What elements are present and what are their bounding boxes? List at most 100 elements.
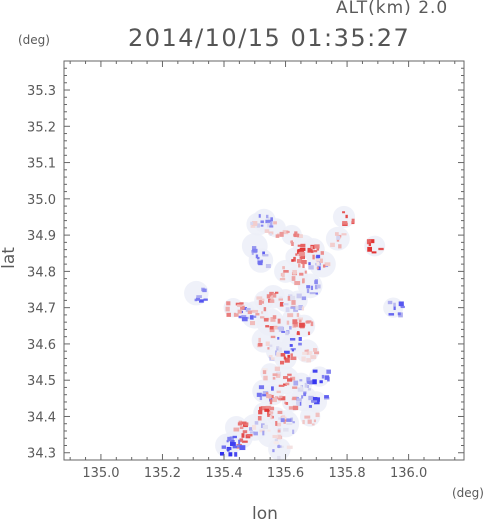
data-point bbox=[270, 317, 276, 322]
data-point bbox=[269, 296, 273, 300]
data-point bbox=[293, 233, 296, 237]
data-point bbox=[302, 263, 305, 269]
data-point bbox=[286, 320, 290, 325]
data-point bbox=[297, 317, 303, 321]
data-point bbox=[281, 272, 285, 278]
data-point bbox=[252, 309, 259, 313]
data-point bbox=[267, 222, 271, 228]
data-point bbox=[366, 239, 372, 244]
data-point bbox=[304, 382, 308, 388]
data-point bbox=[259, 406, 263, 412]
data-point bbox=[387, 300, 393, 305]
data-point bbox=[292, 429, 295, 435]
data-point bbox=[291, 349, 295, 352]
data-point bbox=[226, 312, 231, 317]
data-point bbox=[282, 303, 289, 306]
data-point bbox=[262, 430, 265, 436]
data-point bbox=[298, 342, 302, 346]
y-tick-label: 35.3 bbox=[27, 84, 56, 99]
data-point bbox=[272, 377, 276, 380]
data-point bbox=[284, 357, 290, 363]
data-point bbox=[299, 379, 303, 382]
data-point bbox=[232, 445, 238, 449]
data-point bbox=[351, 218, 355, 224]
data-point bbox=[261, 311, 264, 314]
data-point bbox=[321, 374, 325, 379]
data-point bbox=[341, 233, 347, 236]
data-point bbox=[252, 248, 258, 253]
data-point bbox=[269, 291, 274, 296]
data-point bbox=[235, 302, 240, 306]
background-echo bbox=[332, 205, 356, 229]
data-point bbox=[273, 326, 279, 330]
data-point bbox=[234, 452, 238, 457]
data-point bbox=[272, 315, 277, 319]
data-point bbox=[239, 302, 244, 305]
data-point bbox=[274, 291, 279, 294]
data-point bbox=[283, 383, 287, 386]
data-point bbox=[278, 347, 282, 353]
data-point bbox=[251, 246, 257, 251]
data-point bbox=[284, 350, 290, 354]
data-point bbox=[241, 315, 247, 318]
data-point bbox=[276, 348, 280, 351]
data-point bbox=[252, 424, 257, 430]
data-point bbox=[324, 397, 330, 400]
data-point bbox=[251, 251, 254, 255]
data-point bbox=[393, 306, 396, 311]
data-point bbox=[259, 396, 263, 401]
data-point bbox=[324, 375, 330, 380]
data-point bbox=[278, 326, 284, 331]
data-point bbox=[239, 426, 244, 430]
data-point bbox=[229, 436, 234, 441]
data-point bbox=[309, 292, 316, 295]
data-point bbox=[227, 436, 232, 442]
data-point bbox=[313, 348, 318, 352]
data-point bbox=[310, 285, 314, 291]
plot-frame bbox=[63, 60, 465, 461]
data-point bbox=[279, 360, 285, 365]
data-point bbox=[259, 298, 265, 302]
data-point bbox=[236, 444, 242, 448]
data-point bbox=[368, 242, 372, 247]
data-point bbox=[288, 406, 294, 410]
data-point bbox=[388, 313, 395, 316]
axes-layer: 135.0 135.2 135.4 135.6 135.8 136.0 34.3 34.4 34… bbox=[27, 60, 464, 481]
data-point bbox=[256, 392, 262, 397]
data-point bbox=[293, 322, 298, 327]
data-point bbox=[276, 352, 281, 357]
data-point bbox=[258, 214, 261, 218]
data-point bbox=[283, 420, 286, 424]
data-point bbox=[279, 396, 286, 401]
data-point bbox=[330, 242, 335, 248]
data-point bbox=[319, 380, 323, 384]
data-point bbox=[249, 431, 255, 434]
x-tick-label: 135.2 bbox=[144, 466, 181, 481]
data-point bbox=[290, 356, 297, 361]
data-point bbox=[297, 244, 302, 247]
data-point bbox=[276, 390, 281, 394]
data-point bbox=[292, 386, 298, 389]
data-point bbox=[310, 355, 317, 360]
data-point bbox=[298, 252, 304, 257]
data-point bbox=[262, 424, 268, 429]
data-point bbox=[262, 254, 269, 257]
data-point bbox=[296, 321, 301, 325]
data-point bbox=[258, 342, 263, 347]
data-point bbox=[260, 224, 264, 227]
data-point bbox=[276, 422, 282, 427]
data-point bbox=[249, 315, 254, 320]
data-point bbox=[299, 272, 304, 276]
data-point bbox=[279, 395, 283, 399]
data-point bbox=[308, 265, 314, 270]
data-point bbox=[301, 306, 305, 311]
data-point bbox=[324, 262, 331, 267]
data-point bbox=[255, 254, 259, 259]
data-point bbox=[305, 351, 309, 355]
x-axis-unit: (deg) bbox=[452, 486, 484, 500]
data-point bbox=[194, 298, 198, 302]
data-point bbox=[269, 221, 273, 227]
data-point bbox=[265, 341, 270, 346]
data-point bbox=[367, 246, 373, 252]
data-point bbox=[314, 284, 318, 290]
